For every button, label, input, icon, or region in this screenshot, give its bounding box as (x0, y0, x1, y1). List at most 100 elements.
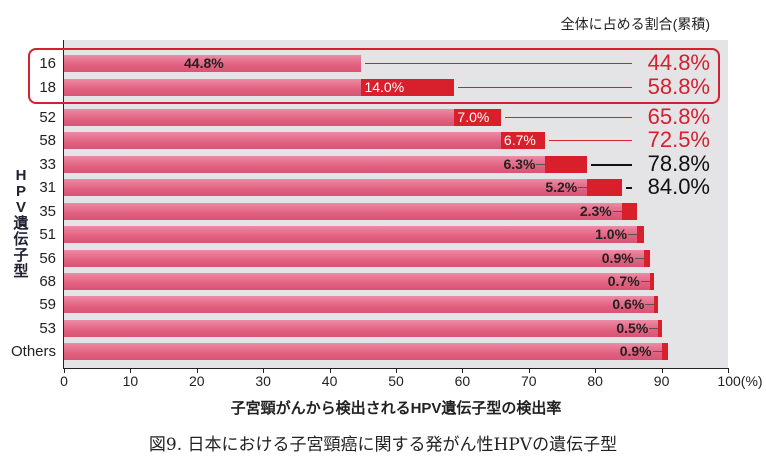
bar-segment (454, 108, 501, 126)
leader-tick (628, 234, 638, 235)
bar (64, 225, 644, 243)
cumulative-label: 58.8% (647, 74, 710, 99)
bar-segment (654, 295, 659, 313)
value-label: 0.6% (612, 295, 645, 312)
value-label: 14.0% (364, 78, 405, 95)
x-tick-mark (462, 368, 464, 373)
bar (64, 131, 546, 149)
leader-tick (536, 164, 546, 165)
x-tick-mark (130, 368, 132, 373)
x-tick-mark (595, 368, 597, 373)
x-tick-label: 30 (255, 373, 271, 389)
leader-line (625, 187, 632, 189)
cumulative-label: 44.8% (647, 50, 710, 75)
bar (64, 272, 655, 290)
leader-tick (645, 304, 655, 305)
bar-segment (649, 272, 655, 290)
value-label: 2.3% (579, 202, 612, 219)
bar-segment (661, 342, 668, 360)
category-label: 16 (39, 54, 56, 72)
bar (64, 342, 668, 360)
x-tick-mark (728, 368, 729, 373)
category-label: 18 (39, 78, 56, 96)
bar (64, 295, 659, 313)
category-label: 59 (39, 295, 56, 313)
category-label: 53 (39, 319, 56, 337)
x-axis-label: 子宮頸がんから検出されるHPV遺伝子型の検出率 (230, 400, 562, 417)
cumulative-label: 65.8% (647, 104, 710, 129)
leader-line (549, 140, 632, 141)
value-label: 44.8% (184, 54, 224, 71)
bar (64, 78, 455, 96)
leader-tick (640, 281, 650, 282)
x-tick-label: 90 (653, 373, 670, 389)
y-axis (63, 40, 64, 369)
category-label: 68 (39, 272, 56, 290)
bar-segment (587, 178, 622, 196)
bar (64, 155, 588, 173)
x-tick-mark (196, 368, 198, 373)
leader-tick (649, 328, 659, 329)
value-label: 1.0% (595, 225, 628, 242)
x-tick-label: 50 (388, 373, 404, 389)
bar-segment (658, 319, 662, 337)
bar-segment (545, 155, 588, 173)
category-label: 52 (39, 108, 56, 126)
x-tick-mark (396, 368, 397, 373)
figure-caption: 図9. 日本における子宮頸癌に関する発がん性HPVの遺伝子型 (148, 435, 618, 455)
bar (64, 249, 650, 267)
category-label: 33 (39, 155, 56, 173)
value-label: 6.7% (503, 131, 536, 148)
bar (64, 178, 622, 196)
category-label: 58 (39, 131, 56, 149)
bar-segment (637, 225, 644, 243)
leader-tick (578, 187, 588, 188)
category-label: 51 (39, 225, 56, 243)
bar (64, 319, 662, 337)
leader-tick (652, 351, 662, 352)
x-tick-mark (329, 368, 331, 373)
value-label: 5.2% (545, 178, 578, 195)
x-tick-mark (263, 368, 265, 373)
category-label: 56 (39, 249, 56, 267)
x-tick-label: 10 (122, 373, 139, 389)
value-label: 0.5% (616, 319, 649, 336)
category-label: 35 (39, 202, 56, 220)
bar (64, 54, 362, 72)
x-tick-label: 80 (587, 373, 603, 389)
x-tick-label: 100(%) (717, 373, 763, 389)
x-tick-label: 0 (60, 373, 68, 389)
leader-tick (612, 211, 622, 212)
x-tick-label: 20 (189, 373, 205, 389)
value-label: 6.3% (503, 155, 536, 172)
category-label: 31 (39, 178, 56, 196)
cumulative-label: 78.8% (647, 151, 710, 176)
highlight-box (28, 48, 720, 104)
value-label: 0.7% (607, 272, 640, 289)
value-label: 0.9% (619, 342, 652, 359)
x-tick-mark (528, 368, 530, 373)
value-label: 7.0% (457, 108, 490, 125)
value-label: 0.9% (601, 249, 634, 266)
leader-line (504, 117, 632, 118)
bar (64, 108, 501, 126)
x-tick-label: 60 (454, 373, 471, 389)
leader-tick (634, 258, 644, 259)
x-tick-mark (661, 368, 663, 373)
x-tick-mark (64, 368, 65, 373)
bar-segment (643, 249, 650, 267)
cumulative-header: 全体に占める割合(累積) (560, 16, 710, 32)
leader-line (365, 63, 632, 64)
x-tick-label: 40 (321, 373, 338, 389)
x-tick-label: 70 (521, 373, 537, 389)
leader-line (591, 164, 632, 166)
y-axis-label: HPV遺伝子型 (13, 167, 29, 280)
category-label: Others (10, 342, 56, 360)
bar-segment (500, 131, 546, 149)
cumulative-label: 84.0% (647, 174, 710, 199)
leader-line (458, 87, 632, 88)
bar-segment (621, 202, 638, 220)
cumulative-label: 72.5% (647, 127, 710, 152)
bar (64, 202, 638, 220)
